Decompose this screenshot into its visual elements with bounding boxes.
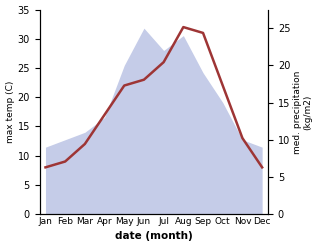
Y-axis label: med. precipitation
(kg/m2): med. precipitation (kg/m2) (293, 70, 313, 154)
X-axis label: date (month): date (month) (115, 231, 193, 242)
Y-axis label: max temp (C): max temp (C) (5, 81, 15, 143)
